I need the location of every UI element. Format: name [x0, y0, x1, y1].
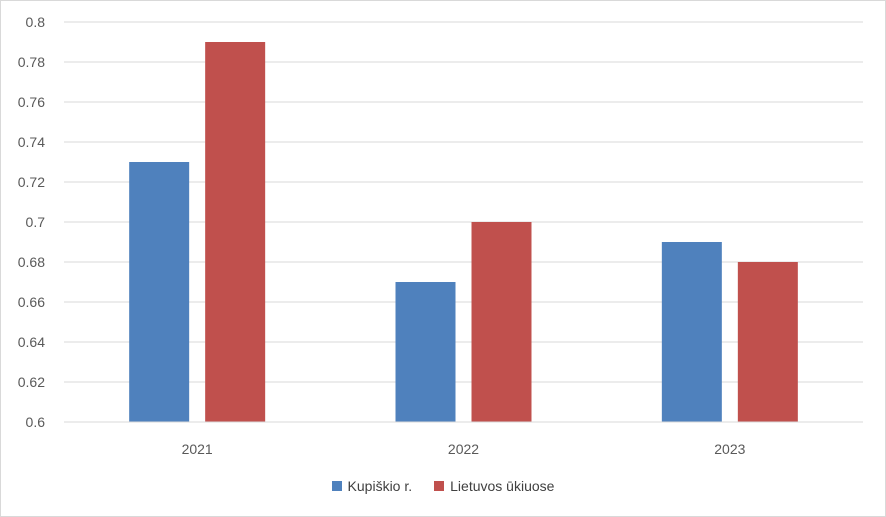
- bar-2021-series-1: [129, 162, 190, 422]
- bar-2021-series-2: [205, 42, 266, 422]
- legend-swatch-kupiskio: [331, 481, 342, 491]
- y-tick-label: 0.62: [18, 374, 45, 390]
- y-tick-label: 0.6: [26, 414, 46, 430]
- legend-label-lietuvos: Lietuvos ūkiuose: [450, 478, 555, 494]
- bar-2023-series-1: [661, 242, 722, 422]
- y-tick-label: 0.72: [18, 174, 45, 190]
- legend-swatch-lietuvos: [434, 481, 445, 491]
- bar-2023-series-2: [737, 262, 798, 422]
- legend-item-kupiskio: Kupiškio r.: [331, 478, 413, 494]
- y-tick-label: 0.8: [26, 14, 46, 30]
- y-tick-label: 0.66: [18, 294, 45, 310]
- x-tick-label: 2021: [182, 441, 213, 457]
- y-tick-label: 0.76: [18, 94, 45, 110]
- legend-label-kupiskio: Kupiškio r.: [347, 478, 413, 494]
- y-tick-label: 0.74: [18, 134, 45, 150]
- x-axis: 2021 2022 2023: [64, 421, 863, 457]
- bar-2022-series-1: [395, 282, 456, 422]
- y-tick-label: 0.68: [18, 254, 45, 270]
- y-axis: 0.6 0.62 0.64 0.66 0.68 0.7 0.72 0.74 0.76 0.78 0.…: [18, 14, 45, 430]
- y-tick-label: 0.7: [26, 214, 46, 230]
- legend: Kupiškio r. Lietuvos ūkiuose: [0, 478, 886, 494]
- y-tick-label: 0.64: [18, 334, 45, 350]
- y-tick-label: 0.78: [18, 54, 45, 70]
- legend-item-lietuvos: Lietuvos ūkiuose: [434, 478, 554, 494]
- bars: [129, 42, 798, 422]
- x-tick-label: 2023: [714, 441, 745, 457]
- x-tick-label: 2022: [448, 441, 479, 457]
- bar-2022-series-2: [471, 222, 532, 422]
